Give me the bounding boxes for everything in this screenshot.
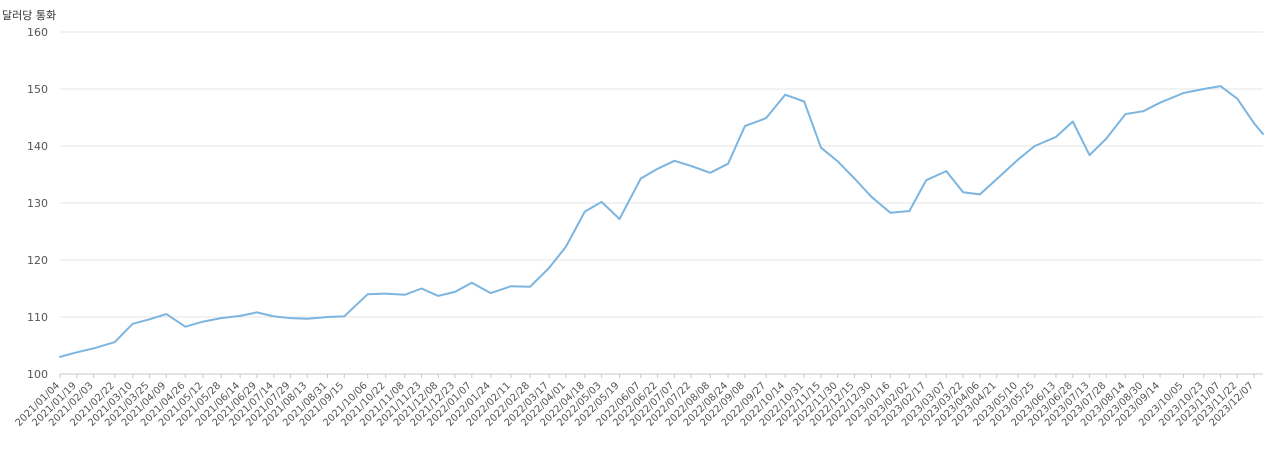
y-tick-label: 150	[27, 83, 48, 96]
y-tick-label: 140	[27, 140, 48, 153]
y-tick-label: 100	[27, 368, 48, 381]
y-axis-unit-label: 달러당 통화	[2, 7, 56, 23]
y-tick-label: 120	[27, 254, 48, 267]
series-line	[60, 86, 1263, 357]
y-tick-label: 130	[27, 197, 48, 210]
y-tick-label: 110	[27, 311, 48, 324]
y-tick-label: 160	[27, 26, 48, 39]
